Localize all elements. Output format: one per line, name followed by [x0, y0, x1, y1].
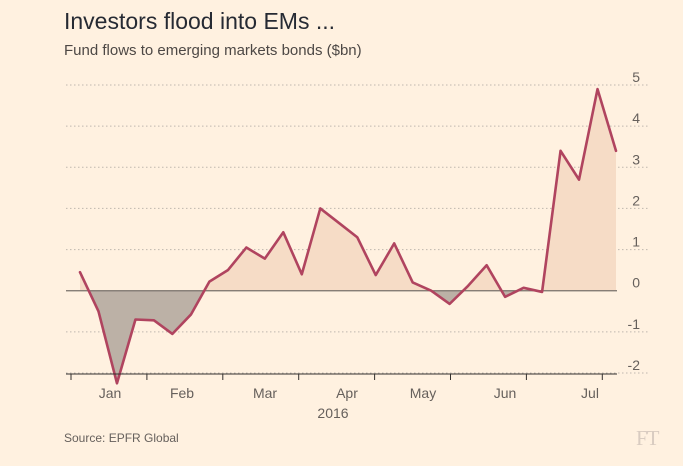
x-tick-label: Apr	[336, 385, 358, 401]
y-tick-label: 0	[632, 275, 640, 291]
chart-subtitle: Fund flows to emerging markets bonds ($b…	[64, 42, 362, 59]
x-tick-label: Mar	[253, 385, 277, 401]
negative-area	[431, 290, 464, 304]
y-tick-label: -2	[628, 357, 641, 373]
x-tick-label: May	[410, 385, 436, 401]
negative-area	[88, 290, 205, 384]
source-note: Source: EPFR Global	[64, 431, 179, 445]
x-tick-label: Jul	[581, 385, 599, 401]
y-tick-label: 3	[632, 151, 640, 167]
x-axis-year-label: 2016	[317, 405, 348, 421]
y-tick-label: 2	[632, 192, 640, 208]
x-tick-label: Feb	[170, 385, 194, 401]
chart-title: Investors flood into EMs ...	[64, 8, 336, 34]
series-line	[78, 87, 618, 385]
positive-area	[542, 89, 616, 291]
x-tick-label: Jan	[99, 385, 122, 401]
y-tick-label: -1	[628, 316, 641, 332]
positive-area	[463, 265, 502, 291]
y-tick-label: 5	[632, 69, 640, 85]
y-tick-label: 4	[632, 110, 640, 126]
x-tick-label: Jun	[494, 385, 517, 401]
y-tick-label: 1	[632, 234, 640, 250]
ft-logo: FT	[636, 426, 659, 450]
positive-area	[204, 208, 432, 291]
